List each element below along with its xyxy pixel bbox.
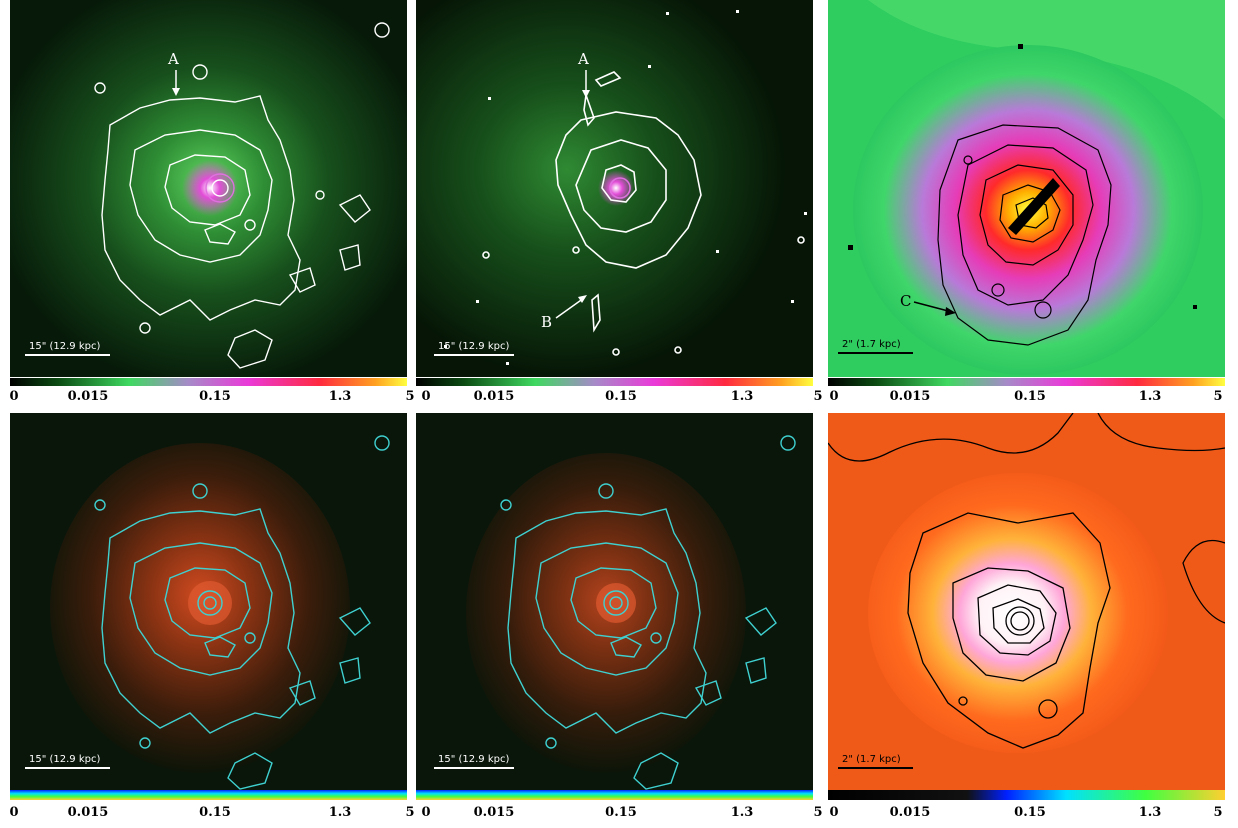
tick-label: 0	[421, 389, 431, 404]
tick-label: 0.15	[1014, 389, 1046, 404]
tick-label: 0	[829, 389, 839, 404]
tick-label: 0	[9, 389, 19, 404]
tick-label: 1.3	[730, 389, 754, 404]
tick-label: 0	[829, 805, 839, 820]
contours-top-right	[937, 124, 1112, 346]
colorbar-top-middle	[416, 378, 813, 386]
annotation-c: C	[900, 294, 911, 309]
contours-bottom-middle	[500, 435, 796, 790]
tick-label: 0.15	[1014, 805, 1046, 820]
tick-label: 0	[9, 805, 19, 820]
arrow-b-icon	[555, 295, 587, 319]
colorbar-ticks-bottom-left: 0 0.015 0.15 1.3 5	[9, 804, 414, 822]
arrow-a-icon	[582, 70, 590, 98]
colorbar-bottom-left	[10, 790, 407, 800]
xray-image-bottom-left	[10, 413, 407, 790]
tick-label: 1.3	[730, 805, 754, 820]
tick-label: 5	[1213, 389, 1223, 404]
panel-bottom-left: 15" (12.9 kpc)	[10, 413, 407, 790]
annotation-a: A	[168, 52, 179, 67]
tick-label: 0.15	[199, 389, 231, 404]
xray-image-bottom-right	[828, 413, 1225, 790]
annotation-b: B	[541, 315, 552, 330]
arrow-a-icon	[172, 70, 180, 96]
contours-top-left	[94, 22, 390, 369]
tick-label: 1.3	[1138, 805, 1162, 820]
annotation-c-label: C	[900, 292, 912, 310]
tick-label: 0.015	[473, 389, 515, 404]
tick-label: 0.015	[67, 805, 109, 820]
tick-label: 5	[813, 389, 823, 404]
xray-image-top-right	[828, 0, 1225, 377]
noise-speckle	[444, 10, 807, 365]
xray-image-top-left	[10, 0, 407, 377]
panel-top-right: C 2" (1.7 kpc)	[828, 0, 1225, 377]
panel-bottom-middle: 15" (12.9 kpc)	[416, 413, 813, 790]
tick-label: 5	[813, 805, 823, 820]
tick-label: 0.15	[605, 805, 637, 820]
tick-label: 1.3	[1138, 389, 1162, 404]
arrow-c-icon	[913, 301, 956, 316]
scale-label: 2" (1.7 kpc)	[842, 339, 901, 350]
noise-speckle	[848, 44, 1197, 309]
tick-label: 0.015	[889, 805, 931, 820]
scale-label: 2" (1.7 kpc)	[842, 754, 901, 765]
scale-label: 15" (12.9 kpc)	[29, 754, 101, 765]
scale-label: 15" (12.9 kpc)	[438, 754, 510, 765]
contours-bottom-right	[828, 413, 1225, 749]
tick-label: 0.15	[605, 389, 637, 404]
contours-top-middle	[482, 71, 805, 356]
tick-label: 5	[1213, 805, 1223, 820]
annotation-a: A	[578, 52, 589, 67]
colorbar-top-left	[10, 378, 407, 386]
tick-label: 5	[405, 389, 415, 404]
tick-label: 0	[421, 805, 431, 820]
scale-label: 15" (12.9 kpc)	[29, 341, 101, 352]
colorbar-ticks-top-middle: 0 0.015 0.15 1.3 5	[416, 388, 822, 406]
annotation-a-label: A	[578, 50, 589, 68]
tick-label: 1.3	[328, 389, 352, 404]
colorbar-ticks-bottom-middle: 0 0.015 0.15 1.3 5	[416, 804, 822, 822]
tick-label: 0.15	[199, 805, 231, 820]
annotation-a-label: A	[168, 50, 179, 68]
scale-label: 15" (12.9 kpc)	[438, 341, 510, 352]
colorbar-ticks-bottom-right: 0 0.015 0.15 1.3 5	[828, 804, 1225, 822]
colorbar-bottom-right	[828, 790, 1225, 800]
panel-bottom-right: 2" (1.7 kpc)	[828, 413, 1225, 790]
tick-label: 1.3	[328, 805, 352, 820]
panel-top-left: A 15" (12.9 kpc)	[10, 0, 407, 377]
annotation-b-label: B	[541, 313, 553, 331]
panel-top-middle: A B 15" (12.9 kpc)	[416, 0, 813, 377]
colorbar-ticks-top-left: 0 0.015 0.15 1.3 5	[9, 388, 414, 406]
contours-bottom-left	[94, 435, 390, 790]
tick-label: 0.015	[889, 389, 931, 404]
colorbar-ticks-top-right: 0 0.015 0.15 1.3 5	[828, 388, 1225, 406]
tick-label: 0.015	[67, 389, 109, 404]
colorbar-top-right	[828, 378, 1225, 386]
xray-image-top-middle	[416, 0, 813, 377]
tick-label: 0.015	[473, 805, 515, 820]
colorbar-bottom-middle	[416, 790, 813, 800]
tick-label: 5	[405, 805, 415, 820]
xray-image-bottom-middle	[416, 413, 813, 790]
